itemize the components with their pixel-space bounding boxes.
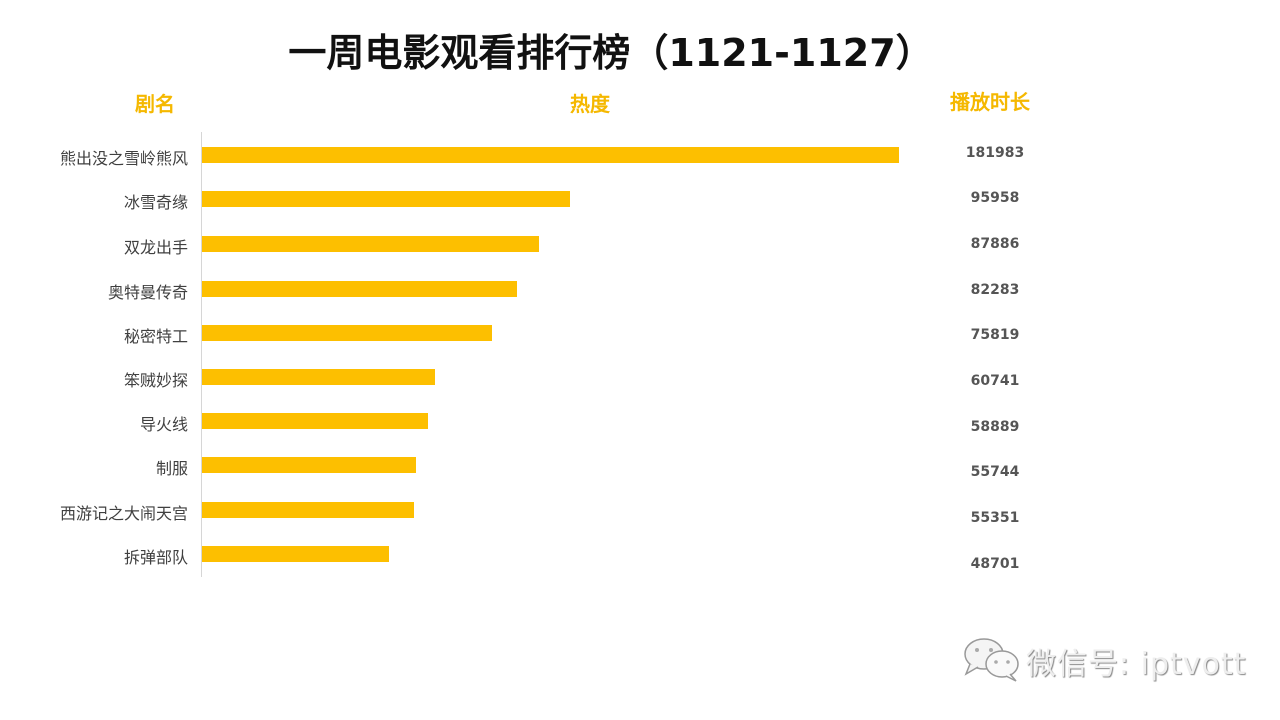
- bar: [202, 325, 492, 341]
- wechat-icon: [962, 636, 1026, 686]
- column-header-duration: 播放时长: [950, 90, 1030, 114]
- duration-value: 55744: [970, 464, 1020, 480]
- bar: [202, 546, 389, 562]
- duration-value: 75819: [970, 327, 1020, 343]
- bar: [202, 457, 416, 473]
- row-label: 奥特曼传奇: [107, 283, 188, 302]
- row-label: 笨贼妙探: [123, 371, 188, 390]
- duration-value: 95958: [970, 190, 1020, 206]
- duration-value: 60741: [970, 373, 1020, 389]
- duration-value: 48701: [970, 556, 1020, 572]
- duration-value: 87886: [970, 236, 1020, 252]
- y-axis-line: [201, 132, 202, 577]
- bar: [202, 236, 539, 252]
- duration-value: 82283: [970, 282, 1020, 298]
- duration-value: 55351: [970, 510, 1020, 526]
- row-label: 拆弹部队: [123, 548, 188, 567]
- row-label: 制服: [155, 459, 188, 478]
- duration-value: 181983: [965, 145, 1025, 161]
- column-header-name: 剧名: [135, 92, 175, 116]
- bar: [202, 502, 414, 518]
- watermark-text: 微信号: iptvott: [1026, 647, 1247, 682]
- bar: [202, 147, 899, 163]
- row-label: 西游记之大闹天宫: [59, 504, 188, 523]
- bar: [202, 281, 517, 297]
- row-label: 双龙出手: [123, 238, 188, 257]
- column-header-heat: 热度: [570, 92, 610, 116]
- duration-value: 58889: [970, 419, 1020, 435]
- row-label: 导火线: [139, 415, 188, 434]
- chart-title: 一周电影观看排行榜（1121-1127）: [288, 31, 934, 75]
- row-label: 秘密特工: [123, 327, 188, 346]
- bar: [202, 369, 435, 385]
- watermark: 微信号: iptvott: [962, 636, 1246, 686]
- bar: [202, 413, 428, 429]
- row-label: 冰雪奇缘: [123, 193, 188, 212]
- row-label: 熊出没之雪岭熊风: [59, 149, 188, 168]
- bar: [202, 191, 570, 207]
